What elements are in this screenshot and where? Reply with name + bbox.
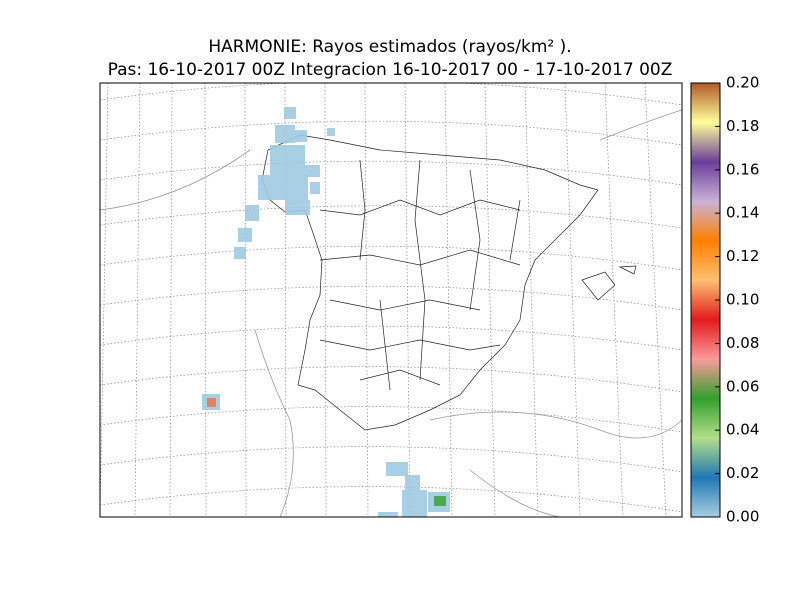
coastline [100, 109, 682, 517]
lightning-areas [202, 107, 450, 517]
map-subtitle: Pas: 16-10-2017 00Z Integracion 16-10-20… [108, 60, 673, 80]
colorbar-tick-label: 0.08 [726, 334, 759, 352]
colorbar-tick-label: 0.16 [726, 160, 759, 178]
colorbar-tick-label: 0.14 [726, 204, 759, 222]
colorbar-tick-label: 0.18 [726, 117, 759, 135]
colorbar-tick-label: 0.00 [726, 508, 759, 526]
colorbar-tick-label: 0.12 [726, 247, 759, 265]
map-title: HARMONIE: Rayos estimados (rayos/km² ). [208, 37, 571, 57]
colorbar-tick-label: 0.06 [726, 377, 759, 395]
province-borders [319, 159, 521, 391]
map-frame [99, 82, 683, 518]
iberia-outline [261, 134, 599, 431]
colorbar-tick-label: 0.10 [726, 291, 759, 309]
colorbar-tick-label: 0.04 [726, 421, 759, 439]
balearic-islands [581, 265, 637, 301]
graticule [100, 83, 682, 517]
colorbar-tick-label: 0.02 [726, 464, 759, 482]
map [100, 83, 682, 517]
colorbar-tick-label: 0.20 [726, 74, 759, 92]
